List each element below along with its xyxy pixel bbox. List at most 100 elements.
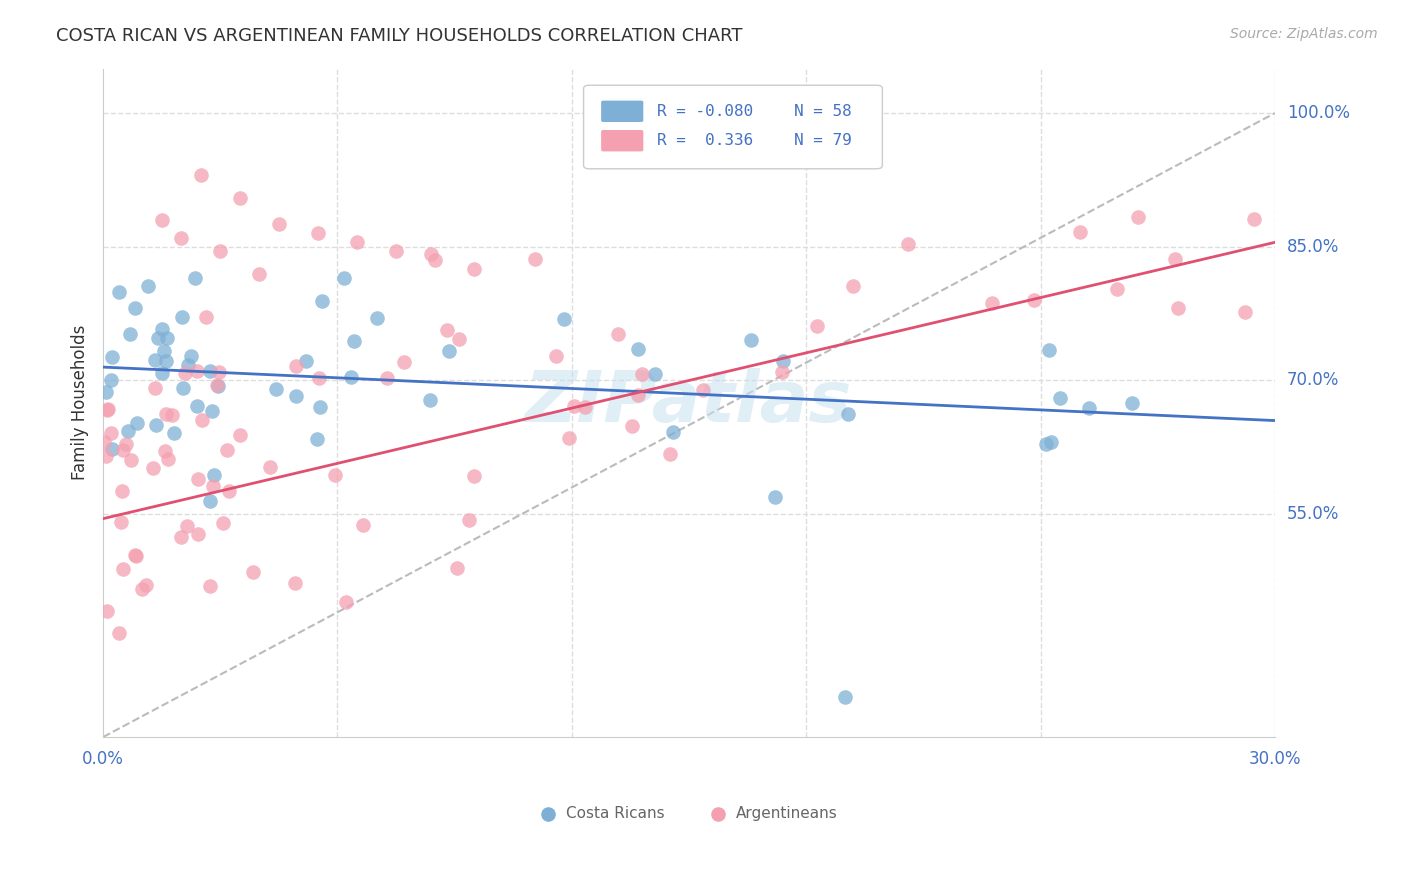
Point	[180, 349, 202, 363]
Point	[627, 388, 650, 402]
Point	[770, 365, 793, 379]
Point	[155, 354, 177, 368]
Text: 30.0%: 30.0%	[1249, 750, 1301, 768]
Point	[142, 460, 165, 475]
Point	[352, 518, 374, 533]
Point	[207, 379, 229, 393]
Point	[115, 437, 138, 451]
Point	[247, 267, 270, 281]
Point	[574, 400, 596, 414]
Point	[153, 343, 176, 358]
Point	[107, 285, 129, 300]
Point	[187, 471, 209, 485]
Point	[692, 383, 714, 397]
Text: ZIPatlas: ZIPatlas	[526, 368, 852, 437]
Text: Argentineans: Argentineans	[735, 806, 838, 822]
Point	[420, 247, 443, 261]
Point	[125, 416, 148, 430]
Point	[1105, 282, 1128, 296]
Point	[343, 334, 366, 348]
Point	[218, 483, 240, 498]
Point	[311, 293, 333, 308]
Point	[284, 388, 307, 402]
Point	[172, 381, 194, 395]
Point	[323, 468, 346, 483]
Point	[117, 424, 139, 438]
Text: 100.0%: 100.0%	[1286, 104, 1350, 122]
Text: 70.0%: 70.0%	[1286, 371, 1339, 390]
Point	[108, 626, 131, 640]
Point	[100, 442, 122, 456]
Point	[627, 342, 650, 356]
Point	[100, 425, 122, 440]
Point	[187, 526, 209, 541]
Point	[215, 443, 238, 458]
Point	[162, 426, 184, 441]
Point	[333, 270, 356, 285]
Point	[447, 332, 470, 346]
Point	[97, 402, 120, 417]
Point	[385, 244, 408, 259]
Y-axis label: Family Households: Family Households	[72, 325, 89, 481]
Point	[183, 271, 205, 285]
Point	[212, 516, 235, 530]
Point	[662, 425, 685, 439]
Point	[981, 296, 1004, 310]
Point	[309, 401, 332, 415]
Text: R = -0.080: R = -0.080	[658, 103, 754, 119]
Point	[335, 595, 357, 609]
Point	[208, 365, 231, 379]
Point	[198, 494, 221, 508]
Point	[392, 355, 415, 369]
Point	[266, 382, 288, 396]
Point	[194, 310, 217, 325]
Point	[242, 566, 264, 580]
Point	[145, 417, 167, 432]
Point	[134, 578, 156, 592]
Point	[305, 432, 328, 446]
Point	[191, 413, 214, 427]
Point	[204, 468, 226, 483]
Point	[120, 452, 142, 467]
Text: COSTA RICAN VS ARGENTINEAN FAMILY HOUSEHOLDS CORRELATION CHART: COSTA RICAN VS ARGENTINEAN FAMILY HOUSEH…	[56, 27, 742, 45]
Point	[170, 231, 193, 245]
Point	[124, 549, 146, 563]
Point	[198, 364, 221, 378]
Point	[173, 366, 195, 380]
Point	[198, 579, 221, 593]
Point	[94, 449, 117, 463]
Text: N = 79: N = 79	[794, 133, 852, 148]
FancyBboxPatch shape	[602, 101, 644, 122]
Point	[143, 352, 166, 367]
Point	[621, 419, 644, 434]
Point	[125, 549, 148, 563]
Point	[439, 344, 461, 359]
Text: 55.0%: 55.0%	[1286, 505, 1339, 524]
Point	[1039, 435, 1062, 450]
Point	[419, 392, 441, 407]
Point	[190, 169, 212, 183]
Point	[463, 469, 485, 483]
Point	[897, 237, 920, 252]
Point	[375, 371, 398, 385]
Point	[1022, 293, 1045, 308]
Point	[150, 366, 173, 380]
Point	[267, 218, 290, 232]
Point	[120, 327, 142, 342]
Text: 0.0%: 0.0%	[82, 750, 124, 768]
Point	[150, 213, 173, 227]
Point	[340, 370, 363, 384]
Text: Costa Ricans: Costa Ricans	[567, 806, 665, 822]
Point	[101, 350, 124, 364]
Point	[841, 279, 863, 293]
Point	[170, 530, 193, 544]
Point	[423, 253, 446, 268]
Point	[606, 327, 628, 342]
Point	[156, 330, 179, 344]
Point	[202, 478, 225, 492]
Point	[558, 431, 581, 445]
Point	[111, 443, 134, 458]
Point	[446, 561, 468, 575]
Point	[837, 407, 859, 421]
Point	[307, 227, 329, 241]
